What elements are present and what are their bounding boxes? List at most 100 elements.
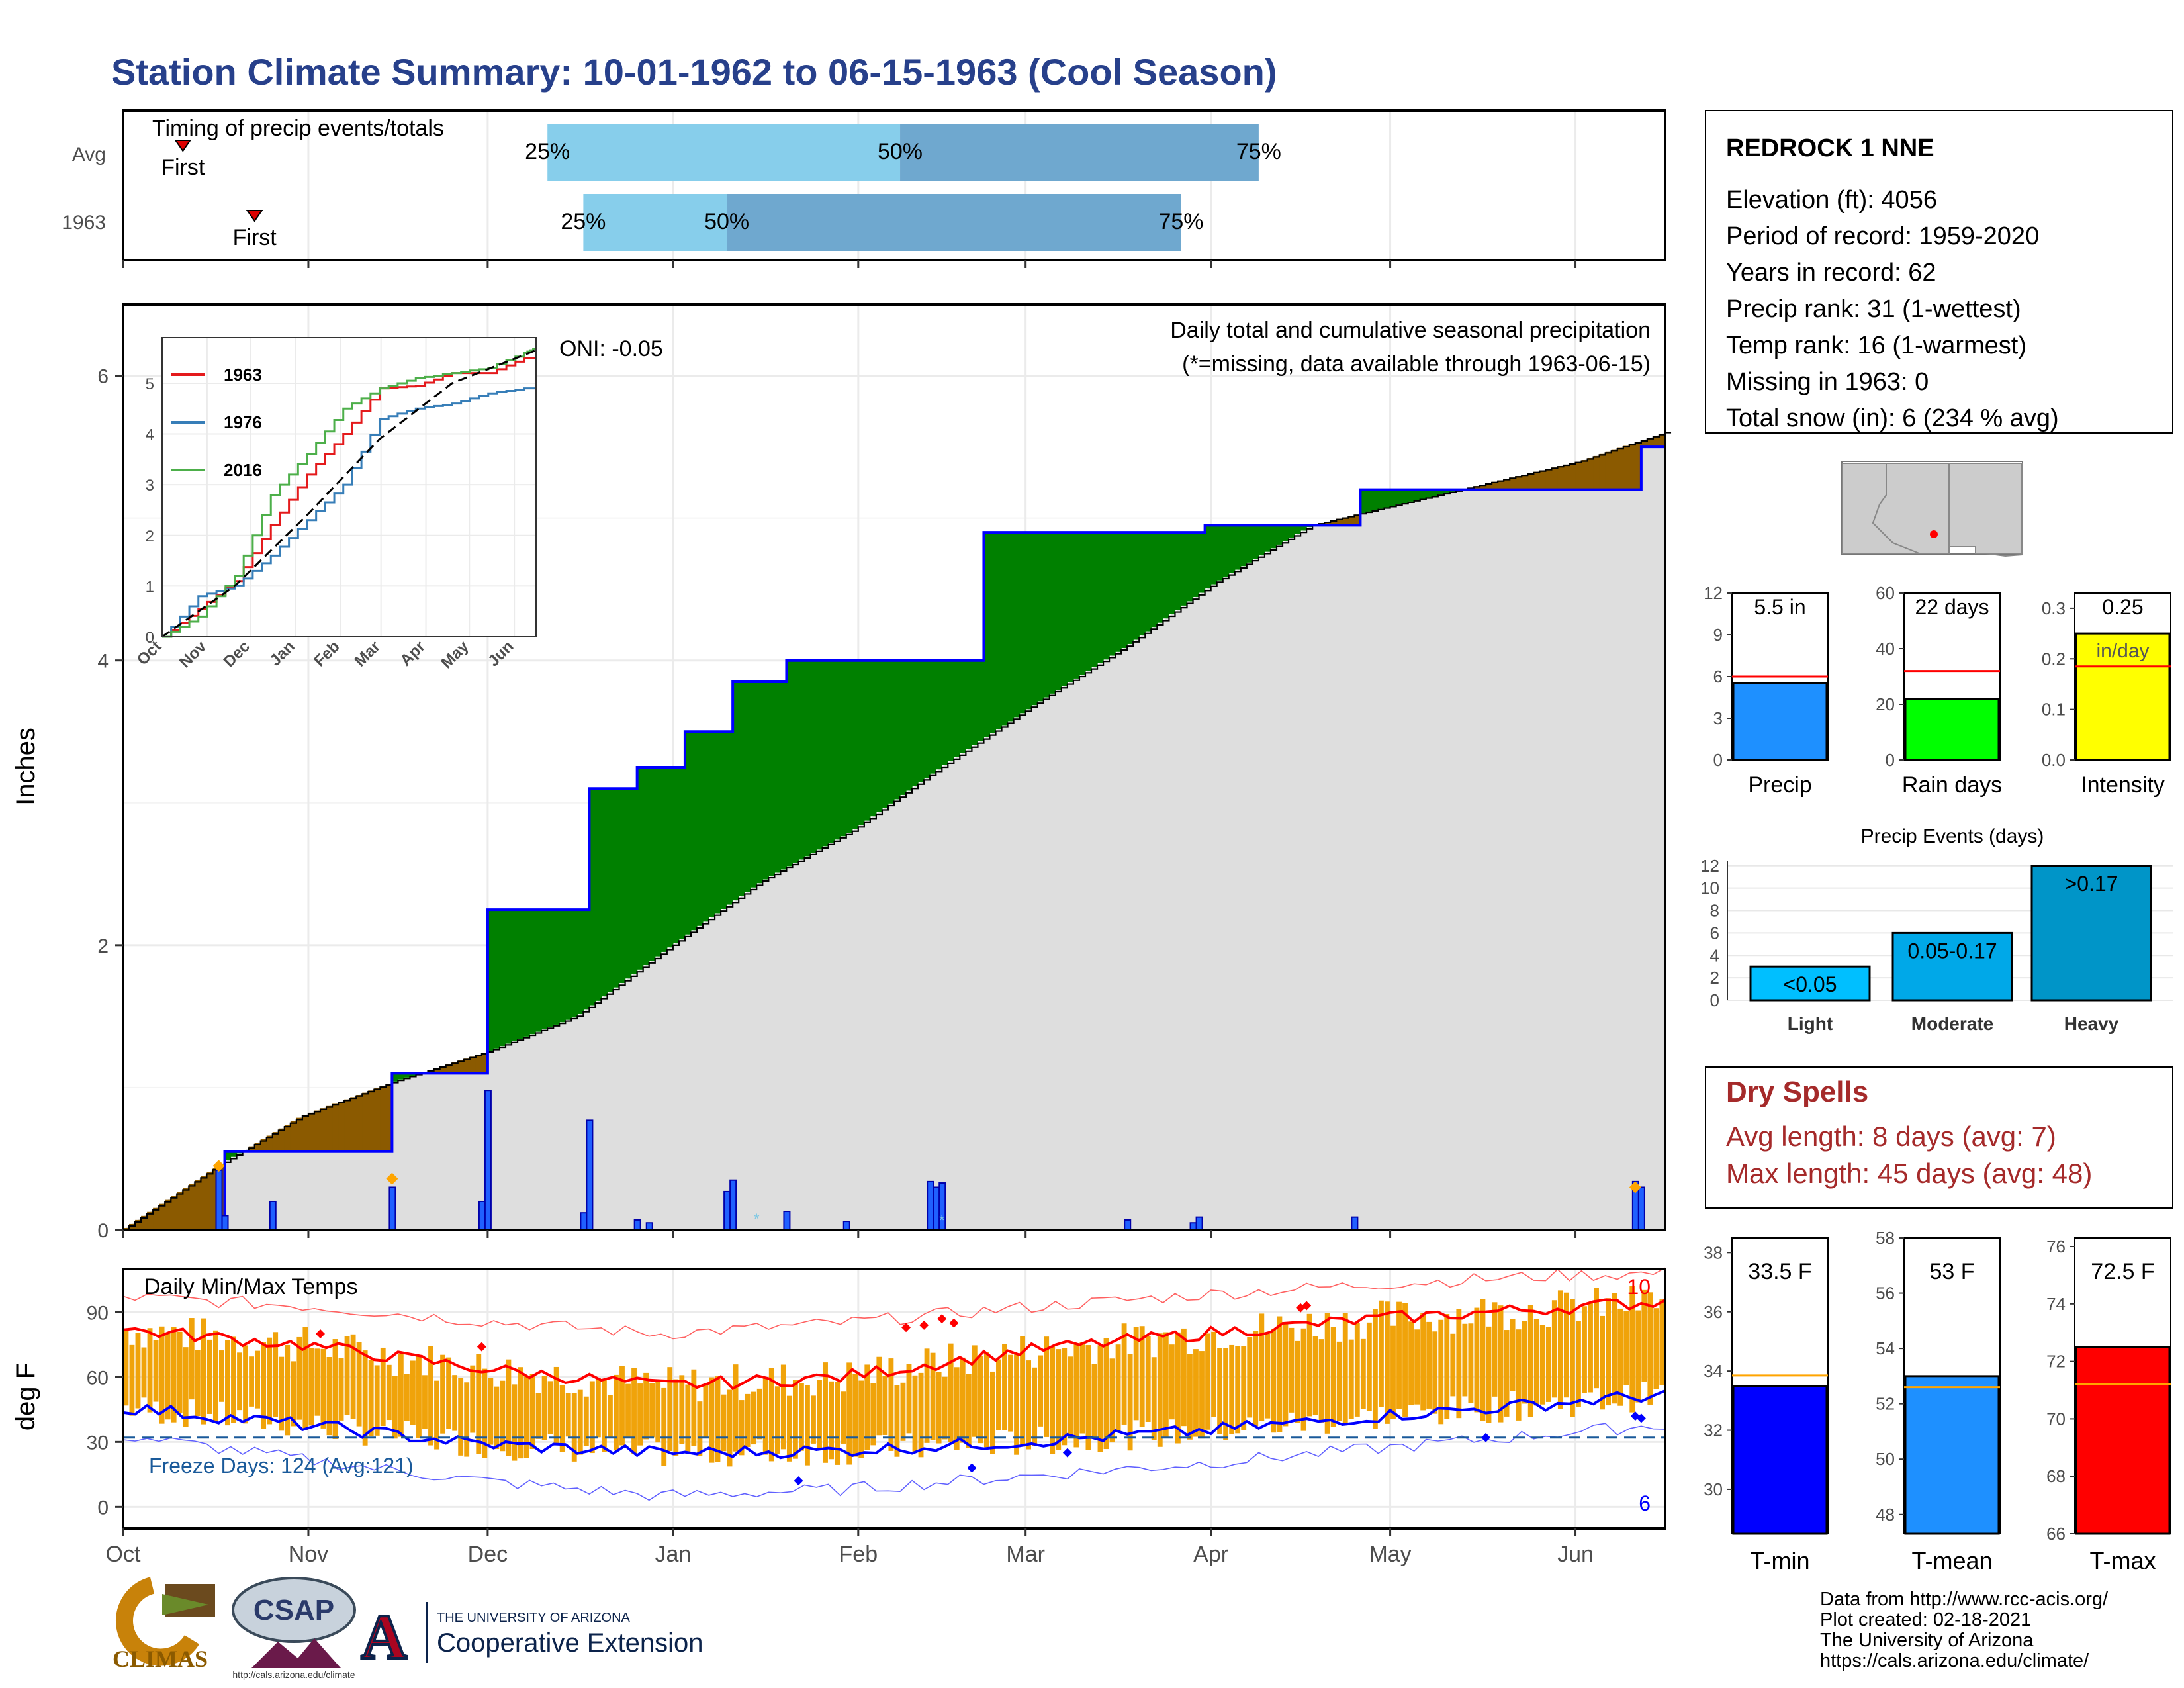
precip-departure-28 xyxy=(290,1121,297,1152)
daily-temp-bar-229 xyxy=(1492,1302,1498,1397)
daily-temp-bar-66 xyxy=(518,1367,523,1459)
daily-temp-bar-233 xyxy=(1516,1329,1522,1421)
daily-temp-bar-169 xyxy=(1133,1327,1139,1421)
daily-temp-bar-42 xyxy=(374,1365,380,1436)
precip-departure-246 xyxy=(1593,455,1600,490)
daily-temp-bar-154 xyxy=(1044,1336,1050,1437)
daily-temp-bar-156 xyxy=(1056,1349,1062,1450)
daily-precip-bar-2 xyxy=(269,1200,277,1231)
precip-departure-188 xyxy=(1246,525,1253,563)
daily-temp-bar-190 xyxy=(1259,1313,1265,1421)
precip-departure-119 xyxy=(834,660,841,840)
daily-precip-bar-14 xyxy=(927,1180,934,1231)
precip-departure-30 xyxy=(302,1115,309,1152)
precip-departure-65 xyxy=(512,910,518,1042)
ua-line1: THE UNIVERSITY OF ARIZONA xyxy=(437,1611,631,1625)
precip-departure-147 xyxy=(1001,532,1009,726)
precip-departure-156 xyxy=(1055,532,1062,690)
events-ytick-0: 0 xyxy=(1710,990,1719,1010)
temp-ytick-label-0: 0 xyxy=(97,1497,109,1519)
precip-departure-116 xyxy=(816,660,823,850)
daily-temp-bar-239 xyxy=(1551,1300,1557,1398)
temp-bar-1-tick-4: 56 xyxy=(1876,1284,1895,1303)
precip-departure-34 xyxy=(326,1105,333,1152)
precip-departure-134 xyxy=(924,660,931,778)
precip-departure-240 xyxy=(1557,466,1565,490)
daily-temp-bar-95 xyxy=(691,1369,697,1446)
daily-temp-bar-133 xyxy=(918,1372,924,1458)
daily-precip-bar-12 xyxy=(783,1211,791,1231)
precip-departure-203 xyxy=(1336,518,1343,526)
map-border xyxy=(1949,546,2023,557)
timing-avg-q2-bar xyxy=(900,124,1259,181)
daily-temp-bar-118 xyxy=(829,1381,834,1460)
daily-temp-bar-167 xyxy=(1121,1323,1127,1425)
daily-temp-bar-35 xyxy=(332,1339,338,1439)
daily-temp-bar-94 xyxy=(685,1384,691,1454)
daily-precip-bar-17 xyxy=(1124,1219,1132,1231)
daily-temp-bar-199 xyxy=(1312,1336,1318,1415)
tmin-record-line xyxy=(122,1423,1666,1501)
precip-departure-123 xyxy=(858,660,865,825)
daily-temp-bar-60 xyxy=(482,1368,488,1458)
daily-temp-bar-89 xyxy=(655,1380,661,1443)
precip-departure-70 xyxy=(541,910,548,1030)
daily-temp-bar-49 xyxy=(416,1356,422,1438)
station-period: Period of record: 1959-2020 xyxy=(1726,222,2039,250)
daily-temp-bar-99 xyxy=(715,1376,721,1462)
temp-bar-0-tick-2: 34 xyxy=(1704,1361,1723,1381)
precip-departure-139 xyxy=(954,660,960,757)
daily-temp-bar-69 xyxy=(535,1393,541,1439)
precip-departure-127 xyxy=(882,660,889,808)
inset-frame xyxy=(161,337,537,637)
ua-logo: A THE UNIVERSITY OF ARIZONA Cooperative … xyxy=(359,1600,703,1673)
precip-departure-46 xyxy=(398,1073,405,1080)
daily-temp-bar-100 xyxy=(721,1394,727,1452)
daily-temp-bar-137 xyxy=(942,1376,948,1440)
precip-departure-146 xyxy=(995,532,1003,729)
season-temp-bars: 33.5 F T-min 30 32 34 36 38 53 F T-mean 48 50 52 54 5… xyxy=(1704,1228,2171,1574)
daily-temp-bar-113 xyxy=(799,1383,804,1451)
precip-departure-227 xyxy=(1480,485,1486,490)
precip-departure-115 xyxy=(810,660,817,853)
precip-departure-113 xyxy=(798,660,805,860)
precip-departure-191 xyxy=(1264,525,1271,552)
precip-departure-245 xyxy=(1587,457,1594,490)
precip-departure-86 xyxy=(637,767,644,970)
inset-ytick-3: 3 xyxy=(146,477,154,494)
precip-ytick-label-2: 4 xyxy=(97,651,109,673)
daily-temp-bar-44 xyxy=(386,1364,392,1421)
month-label-Nov: Nov xyxy=(289,1542,328,1567)
events-bar-label-0: <0.05 xyxy=(1784,972,1837,996)
daily-temp-bar-185 xyxy=(1229,1344,1235,1434)
temp-bar-2-tick-2: 70 xyxy=(2046,1409,2066,1429)
daily-temp-bar-123 xyxy=(858,1380,864,1458)
precip-departure-197 xyxy=(1300,525,1307,531)
daily-temp-bar-254 xyxy=(1641,1289,1647,1382)
daily-temp-bar-238 xyxy=(1545,1327,1551,1402)
daily-temp-bar-204 xyxy=(1342,1313,1348,1425)
station-elevation: Elevation (ft): 4056 xyxy=(1726,186,1937,214)
precip-departure-250 xyxy=(1617,447,1624,490)
precip-departure-253 xyxy=(1635,442,1642,490)
daily-temp-bar-11 xyxy=(189,1318,195,1400)
daily-temp-bar-32 xyxy=(314,1348,320,1416)
precip-departure-186 xyxy=(1234,525,1242,570)
daily-temp-bar-213 xyxy=(1396,1301,1402,1409)
precip-departure-175 xyxy=(1169,532,1176,614)
daily-temp-bar-119 xyxy=(835,1382,841,1465)
precip-departure-6 xyxy=(159,1203,165,1230)
daily-temp-bar-54 xyxy=(446,1357,452,1429)
precip-departure-76 xyxy=(577,910,584,1015)
daily-temp-bar-34 xyxy=(326,1356,332,1436)
daily-temp-bar-4 xyxy=(147,1328,153,1413)
daily-temp-bar-131 xyxy=(906,1364,912,1434)
precip-departure-39 xyxy=(356,1095,363,1152)
daily-temp-bar-10 xyxy=(183,1347,189,1427)
record-high-marker-0 xyxy=(316,1329,326,1338)
events-bar-label-2: >0.17 xyxy=(2065,872,2118,896)
inset-ytick-4: 4 xyxy=(146,426,154,444)
cumulative-inset: 0 1 2 3 4 5 Oct Nov Dec Jan Feb Mar Apr May Jun 1963 19… xyxy=(134,337,537,672)
daily-temp-bar-174 xyxy=(1163,1332,1169,1438)
daily-temp-bar-73 xyxy=(559,1385,565,1452)
